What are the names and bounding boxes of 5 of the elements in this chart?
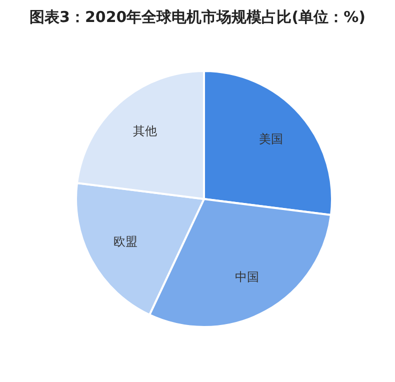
slice-label: 其他 (132, 124, 157, 138)
slice-label: 中国 (235, 270, 260, 284)
slice-label: 欧盟 (113, 234, 138, 248)
slice-label: 美国 (259, 132, 284, 146)
chart-title: 图表3：2020年全球电机市场规模占比(单位：%) (30, 8, 366, 26)
